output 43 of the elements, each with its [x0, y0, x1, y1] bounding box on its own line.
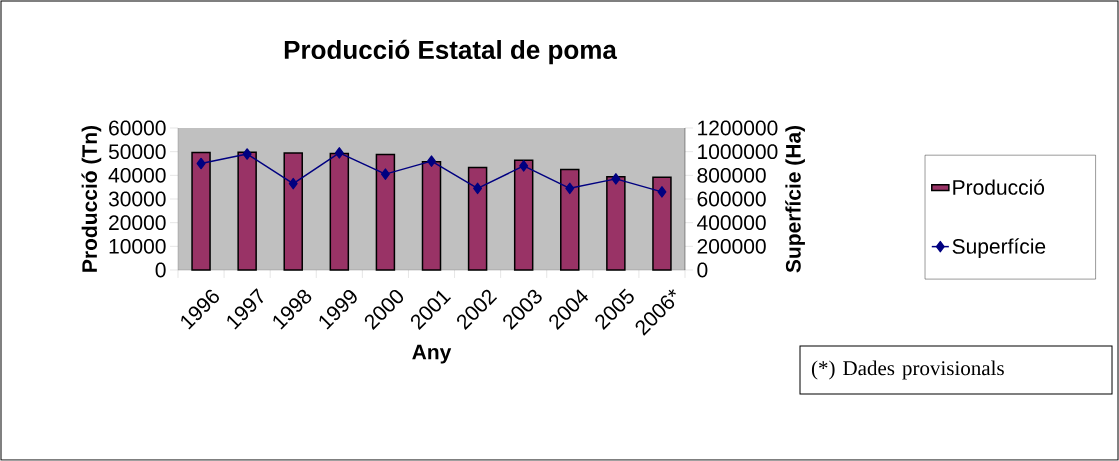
bar [560, 168, 580, 271]
y2-tick-label: 1200000 [698, 120, 778, 136]
point [242, 148, 252, 160]
text: (*) Dades provisionals [811, 360, 1004, 380]
y-tick-label: 20000 [109, 215, 166, 231]
bar [237, 151, 257, 271]
y-axis-title: Producció (Tn) [81, 125, 102, 272]
y-tick-label: 10000 [109, 238, 166, 254]
point [611, 173, 621, 185]
chart-title: Producció Estatal de poma [284, 39, 618, 65]
y2-tick-label: 200000 [697, 238, 766, 254]
y-tick-label: 30000 [108, 191, 166, 207]
point [565, 182, 575, 195]
y2-tick-label: 600000 [697, 191, 766, 207]
y-tick-label: 0 [155, 262, 166, 278]
y-tick-label: 60000 [109, 120, 166, 136]
y2-tick-label: 400000 [697, 215, 766, 231]
point [380, 168, 390, 180]
point [334, 147, 344, 159]
point [196, 157, 206, 170]
legend-label: Producció [953, 179, 1045, 195]
point [473, 182, 483, 195]
bar [421, 161, 442, 271]
bar [606, 176, 626, 271]
bar [652, 176, 672, 271]
point [427, 155, 437, 167]
point [657, 186, 667, 198]
bar [375, 153, 396, 271]
bar [191, 151, 211, 271]
y2-tick-label: 800000 [697, 167, 766, 183]
bar [467, 166, 488, 271]
x-axis-title: Any [412, 344, 452, 364]
y2-tick-label: 1000000 [698, 144, 778, 160]
y2-axis-title: Superfície (Ha) [785, 125, 805, 273]
y-tick-label: 40000 [108, 167, 166, 183]
bar [513, 159, 534, 271]
legend-label: Superfície [952, 238, 1046, 258]
y2-tick-label: 0 [697, 262, 708, 278]
y-tick-label: 50000 [108, 144, 166, 160]
bar [283, 152, 303, 271]
point [519, 160, 529, 172]
bar [329, 152, 350, 271]
point [288, 177, 298, 190]
